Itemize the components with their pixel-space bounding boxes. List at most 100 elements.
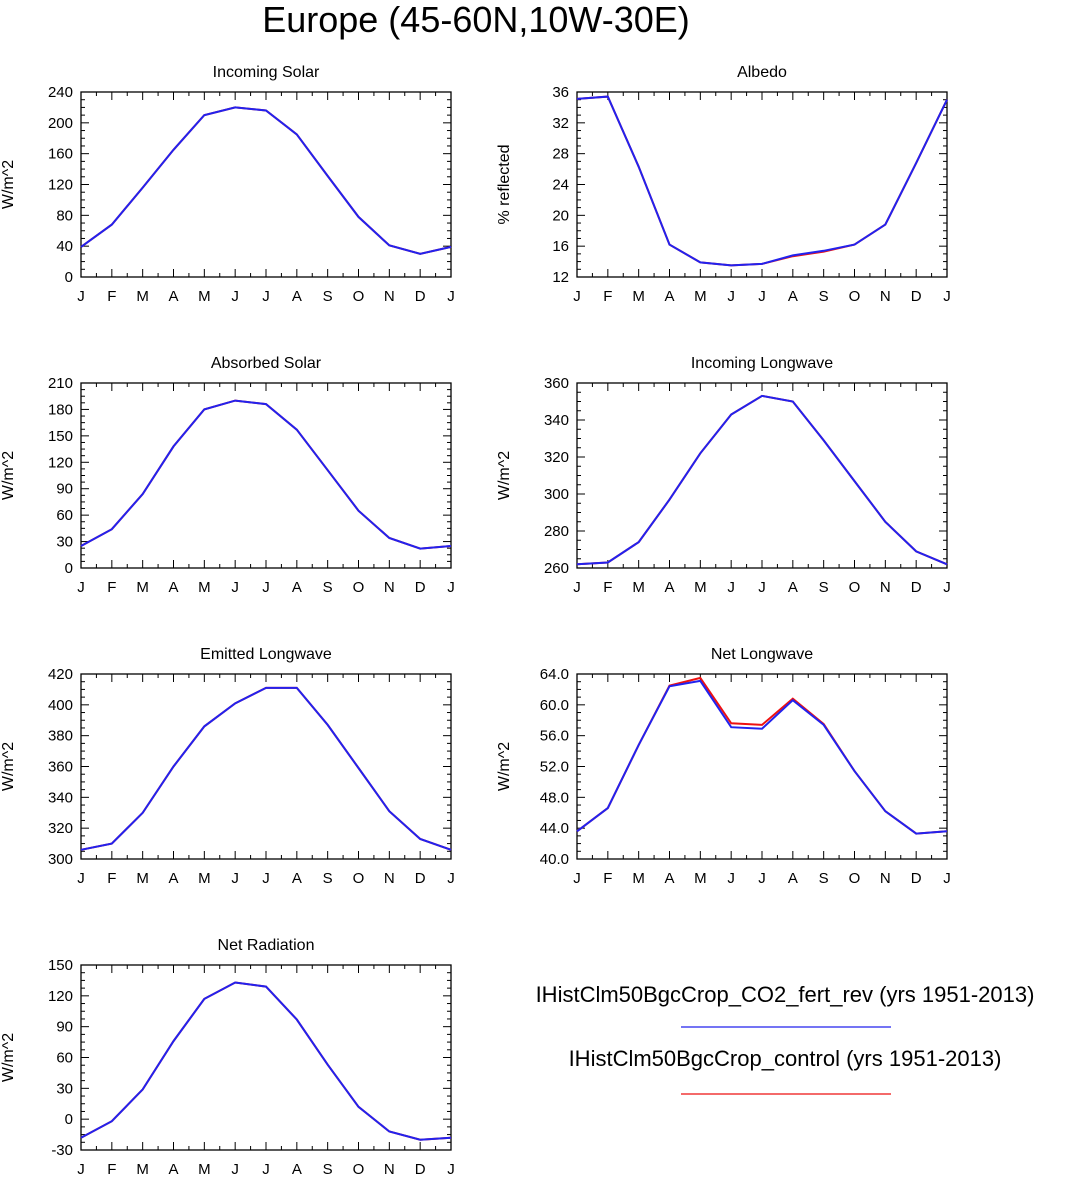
y-tick-label: 360 bbox=[48, 759, 73, 776]
x-tick-label: A bbox=[292, 579, 302, 596]
x-tick-label: O bbox=[353, 1161, 365, 1178]
x-tick-label: S bbox=[819, 288, 829, 305]
x-tick-label: A bbox=[664, 870, 674, 887]
plot-frame bbox=[576, 382, 948, 569]
x-tick-label: J bbox=[727, 288, 735, 305]
plot-frame bbox=[80, 91, 452, 278]
series-line-co2-fert-rev bbox=[576, 394, 948, 566]
y-tick-label: 80 bbox=[56, 207, 73, 224]
x-tick-label: F bbox=[107, 870, 116, 887]
x-tick-label: F bbox=[603, 288, 612, 305]
x-tick-label: D bbox=[415, 288, 426, 305]
series-line-control bbox=[576, 95, 948, 267]
x-tick-label: J bbox=[77, 579, 85, 596]
page-title: Europe (45-60N,10W-30E) bbox=[262, 0, 690, 40]
x-tick-label: F bbox=[107, 1161, 116, 1178]
plot-frame bbox=[80, 964, 452, 1151]
x-tick-label: J bbox=[758, 288, 766, 305]
y-axis-label: W/m^2 bbox=[496, 742, 513, 791]
x-tick-label: J bbox=[77, 870, 85, 887]
y-tick-label: 320 bbox=[544, 449, 569, 466]
x-tick-label: J bbox=[262, 579, 270, 596]
x-tick-label: M bbox=[694, 288, 707, 305]
x-tick-label: S bbox=[323, 870, 333, 887]
y-tick-label: 340 bbox=[544, 412, 569, 429]
x-tick-label: J bbox=[943, 579, 951, 596]
legend-label-2: IHistClm50BgcCrop_control (yrs 1951-2013… bbox=[568, 1046, 1002, 1071]
x-tick-label: J bbox=[447, 288, 455, 305]
y-tick-label: 24 bbox=[552, 177, 569, 194]
x-tick-label: J bbox=[727, 870, 735, 887]
x-tick-label: D bbox=[911, 288, 922, 305]
y-tick-label: 40 bbox=[56, 238, 73, 255]
x-tick-label: M bbox=[632, 870, 645, 887]
x-tick-label: J bbox=[447, 579, 455, 596]
x-tick-label: J bbox=[231, 1161, 239, 1178]
chart-title: Incoming Longwave bbox=[691, 355, 833, 372]
x-tick-label: D bbox=[911, 579, 922, 596]
series-line-control bbox=[80, 399, 452, 550]
x-tick-label: M bbox=[198, 870, 211, 887]
x-tick-label: N bbox=[384, 288, 395, 305]
x-tick-label: A bbox=[292, 1161, 302, 1178]
y-tick-label: 32 bbox=[552, 115, 569, 132]
x-tick-label: M bbox=[136, 1161, 149, 1178]
x-tick-label: F bbox=[603, 579, 612, 596]
x-tick-label: M bbox=[136, 288, 149, 305]
chart-title: Net Longwave bbox=[711, 646, 813, 663]
y-axis-label: W/m^2 bbox=[496, 451, 513, 500]
x-tick-label: A bbox=[664, 288, 674, 305]
y-tick-label: 180 bbox=[48, 401, 73, 418]
y-tick-label: 30 bbox=[56, 1080, 73, 1097]
chart-title: Albedo bbox=[737, 64, 787, 81]
y-tick-label: 340 bbox=[48, 789, 73, 806]
y-tick-label: 28 bbox=[552, 146, 569, 163]
x-tick-label: J bbox=[943, 288, 951, 305]
x-tick-label: M bbox=[198, 288, 211, 305]
y-tick-label: 30 bbox=[56, 534, 73, 551]
y-tick-label: 120 bbox=[48, 454, 73, 471]
x-tick-label: S bbox=[819, 870, 829, 887]
series-line-control bbox=[80, 106, 452, 255]
x-tick-label: J bbox=[758, 870, 766, 887]
y-tick-label: 120 bbox=[48, 177, 73, 194]
y-tick-label: 120 bbox=[48, 988, 73, 1005]
x-tick-label: J bbox=[77, 1161, 85, 1178]
x-tick-label: N bbox=[880, 579, 891, 596]
y-tick-label: 0 bbox=[65, 1111, 73, 1128]
series-line-control bbox=[80, 686, 452, 851]
x-tick-label: A bbox=[664, 579, 674, 596]
x-tick-label: J bbox=[231, 288, 239, 305]
y-axis-label: W/m^2 bbox=[0, 742, 17, 791]
x-tick-label: S bbox=[323, 579, 333, 596]
x-tick-label: S bbox=[819, 579, 829, 596]
y-tick-label: 56.0 bbox=[540, 728, 569, 745]
x-tick-label: M bbox=[632, 579, 645, 596]
y-tick-label: 40.0 bbox=[540, 851, 569, 868]
x-tick-label: J bbox=[727, 579, 735, 596]
x-tick-label: D bbox=[415, 1161, 426, 1178]
chart-title: Emitted Longwave bbox=[200, 646, 332, 663]
x-tick-label: O bbox=[849, 579, 861, 596]
x-tick-label: J bbox=[573, 288, 581, 305]
x-tick-label: A bbox=[788, 579, 798, 596]
x-tick-label: J bbox=[573, 579, 581, 596]
x-tick-label: D bbox=[415, 579, 426, 596]
x-tick-label: M bbox=[694, 579, 707, 596]
series-line-co2-fert-rev bbox=[80, 686, 452, 851]
y-tick-label: 20 bbox=[552, 207, 569, 224]
series-line-co2-fert-rev bbox=[576, 95, 948, 267]
x-tick-label: J bbox=[573, 870, 581, 887]
y-tick-label: 150 bbox=[48, 428, 73, 445]
x-tick-label: M bbox=[198, 579, 211, 596]
y-tick-label: 12 bbox=[552, 269, 569, 286]
x-tick-label: J bbox=[262, 870, 270, 887]
x-tick-label: O bbox=[353, 870, 365, 887]
x-tick-label: J bbox=[262, 288, 270, 305]
x-tick-label: D bbox=[911, 870, 922, 887]
y-tick-label: 150 bbox=[48, 957, 73, 974]
